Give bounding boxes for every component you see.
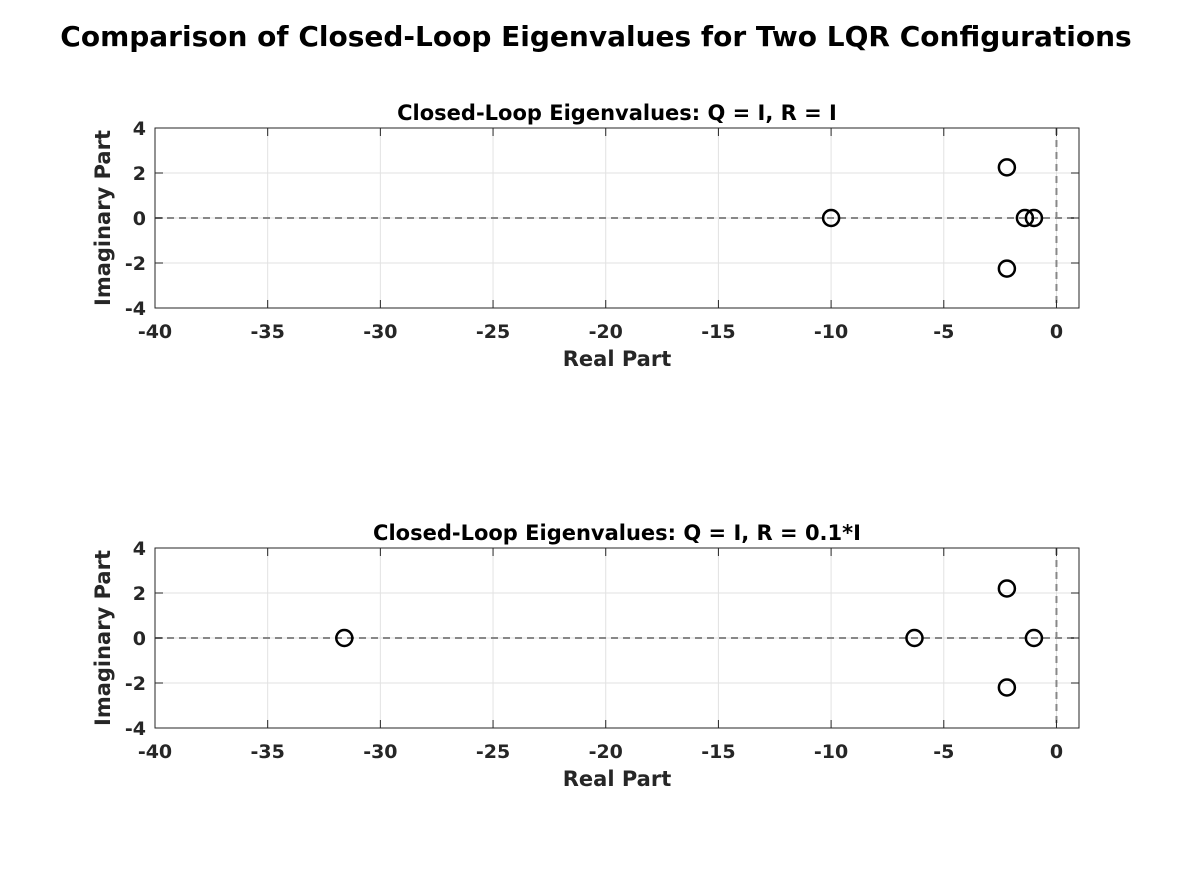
eigenvalue-marker: [335, 628, 354, 648]
x-tick-label: -30: [363, 741, 397, 763]
subplot-title: Closed-Loop Eigenvalues: Q = I, R = 0.1*…: [373, 521, 861, 545]
eigenvalue-marker: [997, 579, 1017, 598]
x-tick-label: -10: [814, 741, 848, 763]
y-tick-label: -4: [125, 298, 146, 320]
subplot-top: -40 -35 -30 -25 -20 -15 -10 -5 0-4-2024Closed-Lo…: [91, 101, 1080, 371]
x-tick-label: -5: [933, 321, 954, 343]
y-axis-label: Imaginary Part: [91, 550, 115, 726]
eigenvalue-marker: [1015, 208, 1035, 228]
x-tick-label: -5: [933, 741, 954, 763]
x-tick-label: -40: [138, 321, 172, 343]
eigenvalue-marker: [997, 259, 1017, 278]
eigenvalue-marker: [997, 158, 1017, 177]
x-tick-label: -10: [814, 321, 848, 343]
x-tick-label: -35: [251, 321, 285, 343]
subplot-bottom: -40 -35 -30 -25 -20 -15 -10 -5 0-4-2024Closed-Lo…: [91, 521, 1080, 791]
x-tick-label: -40: [138, 741, 172, 763]
x-axis-label: Real Part: [563, 767, 672, 791]
x-tick-label: -20: [589, 321, 623, 343]
y-tick-label: 4: [133, 118, 146, 140]
eigenvalue-marker: [905, 628, 924, 648]
figure-title: Comparison of Closed-Loop Eigenvalues fo…: [60, 20, 1132, 53]
y-tick-label: 2: [133, 583, 146, 605]
eigenvalue-marker: [1024, 208, 1044, 228]
eigenvalue-marker: [997, 678, 1017, 697]
y-tick-label: -2: [125, 673, 146, 695]
x-tick-label: 0: [1050, 321, 1063, 343]
x-axis-label: Real Part: [563, 347, 672, 371]
eigenvalue-marker: [821, 208, 841, 228]
x-tick-label: -25: [476, 741, 510, 763]
x-tick-label: 0: [1050, 741, 1063, 763]
x-tick-label: -20: [589, 741, 623, 763]
x-tick-label: -15: [701, 741, 735, 763]
subplot-title: Closed-Loop Eigenvalues: Q = I, R = I: [397, 101, 837, 125]
y-tick-label: -2: [125, 253, 146, 275]
y-axis-label: Imaginary Part: [91, 130, 115, 306]
y-tick-label: 2: [133, 163, 146, 185]
y-tick-label: 0: [133, 628, 146, 650]
y-tick-label: 4: [133, 538, 146, 560]
x-tick-label: -30: [363, 321, 397, 343]
y-tick-label: 0: [133, 208, 146, 230]
x-tick-label: -35: [251, 741, 285, 763]
x-tick-label: -25: [476, 321, 510, 343]
y-tick-label: -4: [125, 718, 146, 740]
x-tick-label: -15: [701, 321, 735, 343]
eigenvalue-marker: [1024, 628, 1044, 648]
